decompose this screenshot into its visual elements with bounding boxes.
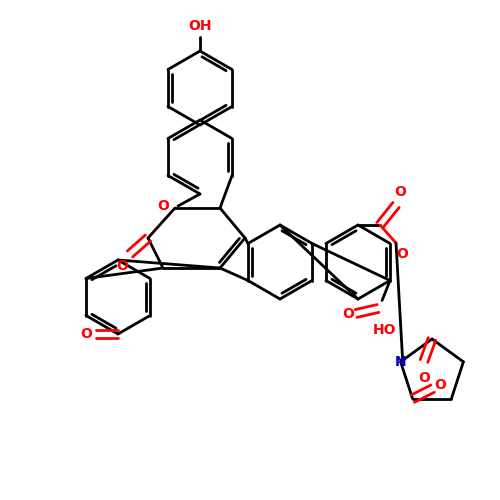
Text: O: O xyxy=(394,185,406,199)
Text: O: O xyxy=(434,378,446,392)
Text: O: O xyxy=(342,306,354,320)
Text: OH: OH xyxy=(188,19,212,33)
Text: O: O xyxy=(157,199,169,213)
Text: N: N xyxy=(395,355,406,369)
Text: HO: HO xyxy=(372,322,396,336)
Text: O: O xyxy=(396,247,408,261)
Text: O: O xyxy=(80,327,92,341)
Text: O: O xyxy=(418,371,430,385)
Text: O: O xyxy=(116,259,128,273)
